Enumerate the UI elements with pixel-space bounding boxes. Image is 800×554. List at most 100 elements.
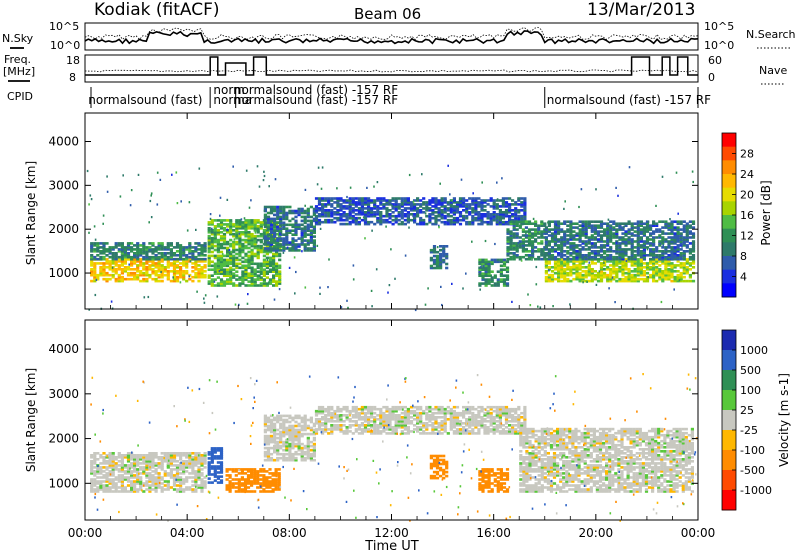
- heatmap-cell: [120, 490, 124, 493]
- heatmap-cell: [213, 449, 217, 452]
- heatmap-cell: [583, 256, 586, 259]
- heatmap-cell: [235, 221, 239, 224]
- heatmap-cell: [197, 242, 201, 245]
- heatmap-cell: [397, 203, 401, 206]
- heatmap-cell: [197, 254, 201, 257]
- heatmap-cell: [553, 268, 558, 271]
- heatmap-cell: [621, 254, 625, 257]
- heatmap-cell: [203, 462, 207, 465]
- heatmap-cell: [496, 258, 500, 262]
- heatmap-cell: [160, 482, 164, 485]
- heatmap-cell: [182, 254, 186, 257]
- heatmap-cell: [306, 446, 310, 450]
- heatmap-cell: [639, 232, 643, 235]
- heatmap-cell: [593, 236, 597, 239]
- heatmap-cell: [599, 270, 604, 273]
- heatmap-cell: [314, 414, 319, 417]
- heatmap-cell: [250, 238, 254, 242]
- heatmap-cell: [490, 284, 494, 287]
- heatmap-cell: [502, 268, 507, 271]
- heatmap-cell: [120, 279, 124, 283]
- heatmap-cell: [114, 270, 118, 273]
- heatmap-cell: [240, 476, 244, 479]
- heatmap-cell: [229, 227, 233, 230]
- heatmap-cell: [272, 252, 276, 256]
- heatmap-cell: [105, 248, 109, 251]
- heatmap-cell: [544, 246, 548, 249]
- heatmap-cell: [250, 258, 254, 262]
- heatmap-cell: [114, 244, 118, 247]
- heatmap-cell: [437, 211, 441, 214]
- heatmap-cell: [154, 484, 158, 487]
- heatmap-cell: [200, 472, 204, 475]
- heatmap-cell: [179, 482, 183, 485]
- heatmap-cell: [244, 258, 248, 262]
- heatmap-cell: [357, 199, 361, 202]
- heatmap-cell: [133, 262, 137, 265]
- heatmap-cell: [354, 205, 358, 208]
- heatmap-cell: [394, 214, 398, 218]
- heatmap-cell: [185, 279, 189, 283]
- heatmap-cell: [584, 273, 588, 277]
- heatmap-cell: [502, 274, 507, 277]
- heatmap-cell: [179, 252, 183, 255]
- heatmap-cell: [145, 273, 149, 277]
- heatmap-cell: [303, 426, 307, 430]
- heatmap-cell: [439, 262, 443, 266]
- heatmap-cell: [612, 264, 616, 267]
- heatmap-cell: [354, 197, 358, 200]
- heatmap-cell: [606, 277, 610, 281]
- heatmap-cell: [247, 256, 251, 260]
- heatmap-cell: [172, 478, 177, 481]
- heatmap-cell: [278, 272, 282, 275]
- heatmap-cell: [172, 476, 177, 479]
- heatmap-cell: [409, 201, 414, 204]
- heatmap-cell: [288, 420, 292, 424]
- heatmap-cell: [247, 274, 251, 277]
- heatmap-cell: [615, 257, 619, 261]
- heatmap-cell: [581, 260, 585, 263]
- heatmap-cell: [114, 264, 118, 267]
- heatmap-cell: [627, 270, 631, 273]
- heatmap-cell: [527, 254, 532, 257]
- heatmap-cell: [442, 258, 446, 262]
- heatmap-cell: [247, 227, 251, 230]
- heatmap-cell: [300, 227, 304, 230]
- heatmap-cell: [618, 260, 622, 263]
- heatmap-cell: [282, 241, 286, 244]
- heatmap-cell: [265, 229, 269, 232]
- heatmap-cell: [160, 462, 164, 465]
- heatmap-cell: [630, 222, 634, 225]
- heatmap-cell: [279, 227, 283, 230]
- heatmap-cell: [312, 209, 316, 213]
- heatmap-cell: [96, 273, 100, 277]
- heatmap-cell: [303, 418, 307, 422]
- heatmap-cell: [145, 255, 149, 259]
- heatmap-cell: [676, 232, 680, 235]
- heatmap-cell: [487, 268, 491, 271]
- heatmap-cell: [238, 225, 242, 228]
- heatmap-cell: [645, 228, 650, 231]
- heatmap-cell: [627, 230, 631, 233]
- heatmap-cell: [317, 407, 322, 411]
- heatmap-cell: [106, 190, 109, 193]
- heatmap-cell: [250, 262, 254, 266]
- heatmap-cell: [685, 244, 689, 247]
- heatmap-cell: [517, 197, 521, 200]
- heatmap-cell: [259, 221, 263, 224]
- heatmap-cell: [645, 236, 650, 239]
- heatmap-cell: [262, 470, 266, 473]
- heatmap-cell: [250, 234, 254, 238]
- heatmap-cell: [581, 275, 585, 279]
- heatmap-cell: [93, 264, 97, 267]
- heatmap-cell: [142, 262, 146, 265]
- heatmap-cell: [200, 490, 204, 493]
- heatmap-cell: [658, 277, 662, 281]
- heatmap-cell: [603, 273, 607, 277]
- heatmap-cell: [609, 234, 613, 237]
- heatmap-cell: [606, 224, 610, 227]
- heatmap-cell: [226, 258, 230, 262]
- heatmap-cell: [484, 258, 488, 262]
- heatmap-cell: [203, 456, 207, 459]
- heatmap-cell: [99, 456, 103, 459]
